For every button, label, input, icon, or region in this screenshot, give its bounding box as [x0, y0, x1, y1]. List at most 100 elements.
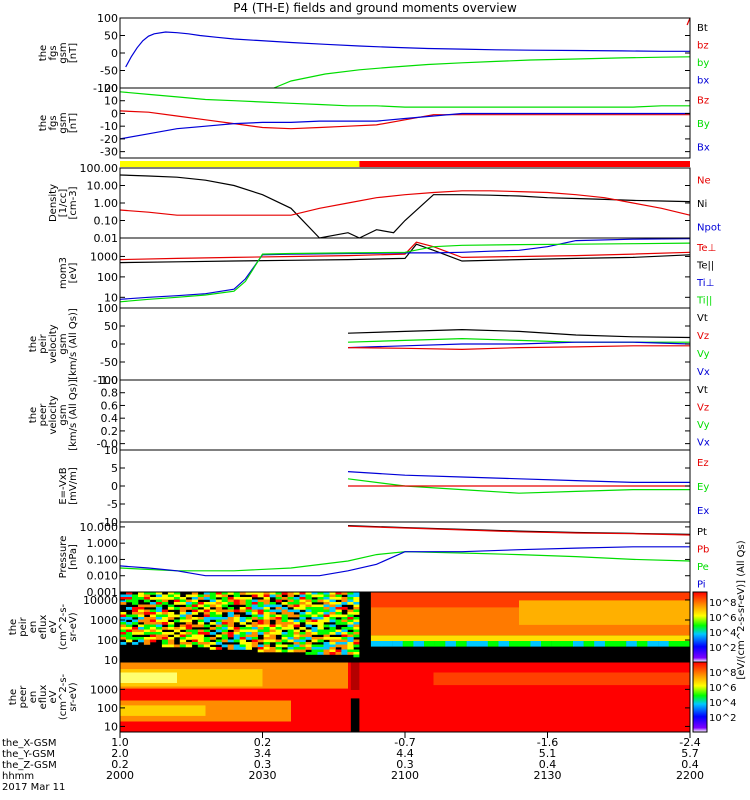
heatmap-cell	[167, 607, 175, 610]
heatmap-cell	[347, 609, 354, 613]
heatmap-cell	[233, 617, 240, 620]
panel-frame	[119, 307, 691, 381]
x-axis-value: -2.4	[679, 736, 700, 749]
heatmap-cell	[143, 599, 151, 603]
heatmap-cell	[329, 614, 336, 618]
heatmap-cell	[173, 644, 181, 648]
heatmap-cell	[311, 637, 318, 640]
heatmap-cell	[209, 622, 217, 625]
heatmap-cell	[347, 647, 354, 650]
heatmap-cell	[239, 617, 246, 620]
heatmap-cell	[155, 619, 163, 623]
heatmap-cell	[335, 614, 342, 618]
heatmap-cell	[323, 649, 330, 653]
y-tick-label: 0.10	[94, 215, 119, 228]
heatmap-cell	[287, 634, 294, 638]
heatmap-cell	[311, 629, 318, 633]
heatmap-cell	[209, 594, 217, 598]
heatmap-cell	[341, 602, 348, 605]
heatmap-cell	[305, 642, 312, 645]
heatmap-cell	[341, 629, 348, 633]
heatmap-cell	[191, 639, 199, 643]
x-axis-value: 0.4	[539, 758, 557, 771]
heatmap-cell	[281, 612, 288, 615]
colorbar-unit-label: [eV/(cm^2-s-sr-eV)] (All Qs)	[736, 540, 747, 679]
heatmap-cell	[329, 609, 336, 613]
heatmap-cell	[167, 592, 175, 595]
heatmap-cell	[155, 609, 163, 613]
heatmap-cell	[347, 624, 354, 628]
heatmap-cell	[227, 632, 234, 635]
heatmap-cell	[215, 614, 223, 618]
heatmap-cell	[251, 627, 258, 630]
heatmap-cell	[287, 629, 294, 633]
y-axis-label-line: en	[28, 621, 39, 634]
heatmap-cell	[203, 602, 211, 605]
heatmap-cell	[335, 604, 342, 608]
heatmap-cell	[179, 642, 187, 645]
heatmap-cell	[126, 592, 133, 595]
heatmap-cell	[191, 602, 199, 605]
heatmap-cell	[126, 617, 133, 620]
heatmap-cell	[245, 642, 252, 645]
heatmap-cell	[239, 592, 246, 595]
heatmap-cell	[197, 642, 205, 645]
heatmap-region	[370, 635, 690, 641]
y-axis-label-line: [km/s (All Qs)]	[68, 379, 79, 451]
heatmap-cell	[269, 602, 276, 605]
heatmap-cell	[203, 629, 211, 633]
heatmap-cell	[317, 624, 324, 628]
heatmap-cell	[551, 641, 563, 647]
heatmap-cell	[215, 622, 223, 625]
heatmap-cell	[215, 627, 223, 630]
heatmap-cell	[353, 654, 360, 658]
heatmap-cell	[299, 594, 306, 598]
heatmap-cell	[269, 629, 276, 633]
heatmap-cell	[275, 592, 282, 595]
heatmap-cell	[138, 594, 145, 598]
heatmap-cell	[287, 637, 294, 640]
heatmap-cell	[227, 602, 234, 605]
y-tick-label: 0.100	[87, 553, 119, 566]
heatmap-cell	[143, 624, 151, 628]
heatmap-cell	[149, 634, 157, 638]
heatmap-cell	[173, 594, 181, 598]
heatmap-cell	[209, 637, 217, 640]
heatmap-cell	[299, 634, 306, 638]
heatmap-cell	[161, 612, 169, 615]
heatmap-cell	[197, 639, 205, 643]
y-axis-label-line: [cm-3]	[68, 186, 79, 219]
heatmap-cell	[305, 632, 312, 635]
heatmap-cell	[120, 632, 127, 635]
heatmap-cell	[126, 614, 133, 618]
heatmap-cell	[335, 594, 342, 598]
heatmap-cell	[239, 619, 246, 623]
heatmap-cell	[305, 612, 312, 615]
heatmap-cell	[132, 632, 139, 635]
heatmap-cell	[257, 639, 264, 643]
heatmap-cell	[185, 627, 193, 630]
heatmap-cell	[233, 619, 240, 623]
heatmap-cell	[275, 624, 282, 628]
heatmap-cell	[120, 599, 127, 603]
panel-peir_eflux: 10000 1000 100 10 the peir en eflux eV (cm^2-s-sr…	[8, 591, 691, 667]
heatmap-cell	[299, 627, 306, 630]
heatmap-cell	[251, 634, 258, 638]
heatmap-cell	[329, 652, 336, 655]
heatmap-cell	[311, 639, 318, 643]
y-tick-label: 10	[104, 444, 118, 457]
legend-item-ni: Ni	[697, 199, 707, 210]
heatmap-cell	[305, 622, 312, 625]
heatmap-cell	[167, 617, 175, 620]
heatmap-cell	[293, 602, 300, 605]
heatmap-cell	[257, 609, 264, 613]
heatmap-cell	[143, 629, 151, 633]
colorbar-tick-label: 10^8	[709, 598, 736, 609]
heatmap-cell	[167, 644, 175, 648]
heatmap-cell	[191, 624, 199, 628]
y-axis-label-line: fgs	[48, 45, 59, 60]
heatmap-cell	[149, 612, 157, 615]
heatmap-cell	[167, 632, 175, 635]
heatmap-cell	[263, 604, 270, 608]
